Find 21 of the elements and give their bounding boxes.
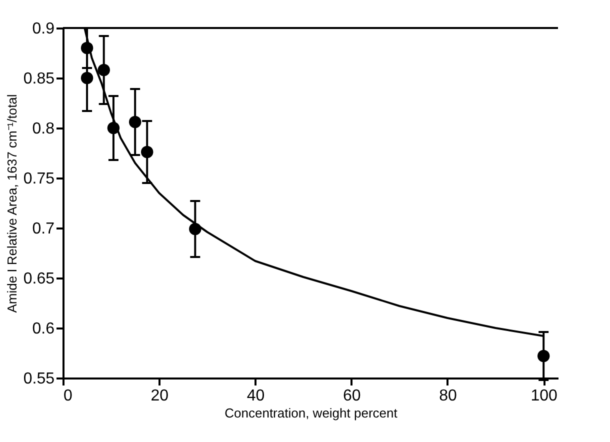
y-axis-title: Amide I Relative Area, 1637 cm⁻¹/total [4,94,20,313]
x-axis-title: Concentration, weight percent [224,406,398,420]
point [537,350,550,362]
x-tick-label: 80 [439,388,457,404]
x-tick-label: 100 [530,388,558,404]
x-tick-label: 40 [246,388,265,404]
point [140,146,154,158]
y-tick-label: 0.65 [23,270,55,288]
x-tick-label: 0 [64,388,72,404]
x-tick-label: 20 [150,388,169,404]
y-tick-label: 0.75 [23,170,55,188]
y-tick-label: 0.8 [32,120,55,138]
point [80,72,94,84]
y-tick-label: 0.85 [23,70,55,88]
y-tick-label: 0.55 [23,370,55,388]
y-tick-label: 0.9 [32,20,55,38]
y-tick-label: 0.7 [32,220,55,238]
x-tick-label: 60 [342,388,361,404]
point [98,64,110,76]
point [128,116,142,128]
y-tick-label: 0.6 [32,320,55,338]
